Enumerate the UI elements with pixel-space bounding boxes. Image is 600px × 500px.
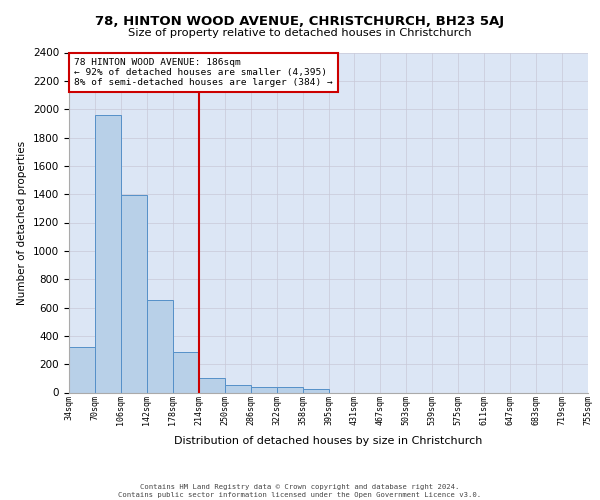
Y-axis label: Number of detached properties: Number of detached properties [17,140,28,304]
Bar [173,352,199,393]
Bar [199,378,224,392]
Bar [121,195,147,392]
Text: 78, HINTON WOOD AVENUE, CHRISTCHURCH, BH23 5AJ: 78, HINTON WOOD AVENUE, CHRISTCHURCH, BH… [95,15,505,28]
Bar [95,115,121,392]
Text: Size of property relative to detached houses in Christchurch: Size of property relative to detached ho… [128,28,472,38]
Text: 78 HINTON WOOD AVENUE: 186sqm
← 92% of detached houses are smaller (4,395)
8% of: 78 HINTON WOOD AVENUE: 186sqm ← 92% of d… [74,58,333,88]
Bar [225,386,251,392]
Bar [251,387,277,392]
Text: Contains HM Land Registry data © Crown copyright and database right 2024.
Contai: Contains HM Land Registry data © Crown c… [118,484,482,498]
Bar [277,387,302,392]
Bar [69,347,95,393]
Bar [302,389,329,392]
Bar [147,300,173,392]
X-axis label: Distribution of detached houses by size in Christchurch: Distribution of detached houses by size … [175,436,482,446]
